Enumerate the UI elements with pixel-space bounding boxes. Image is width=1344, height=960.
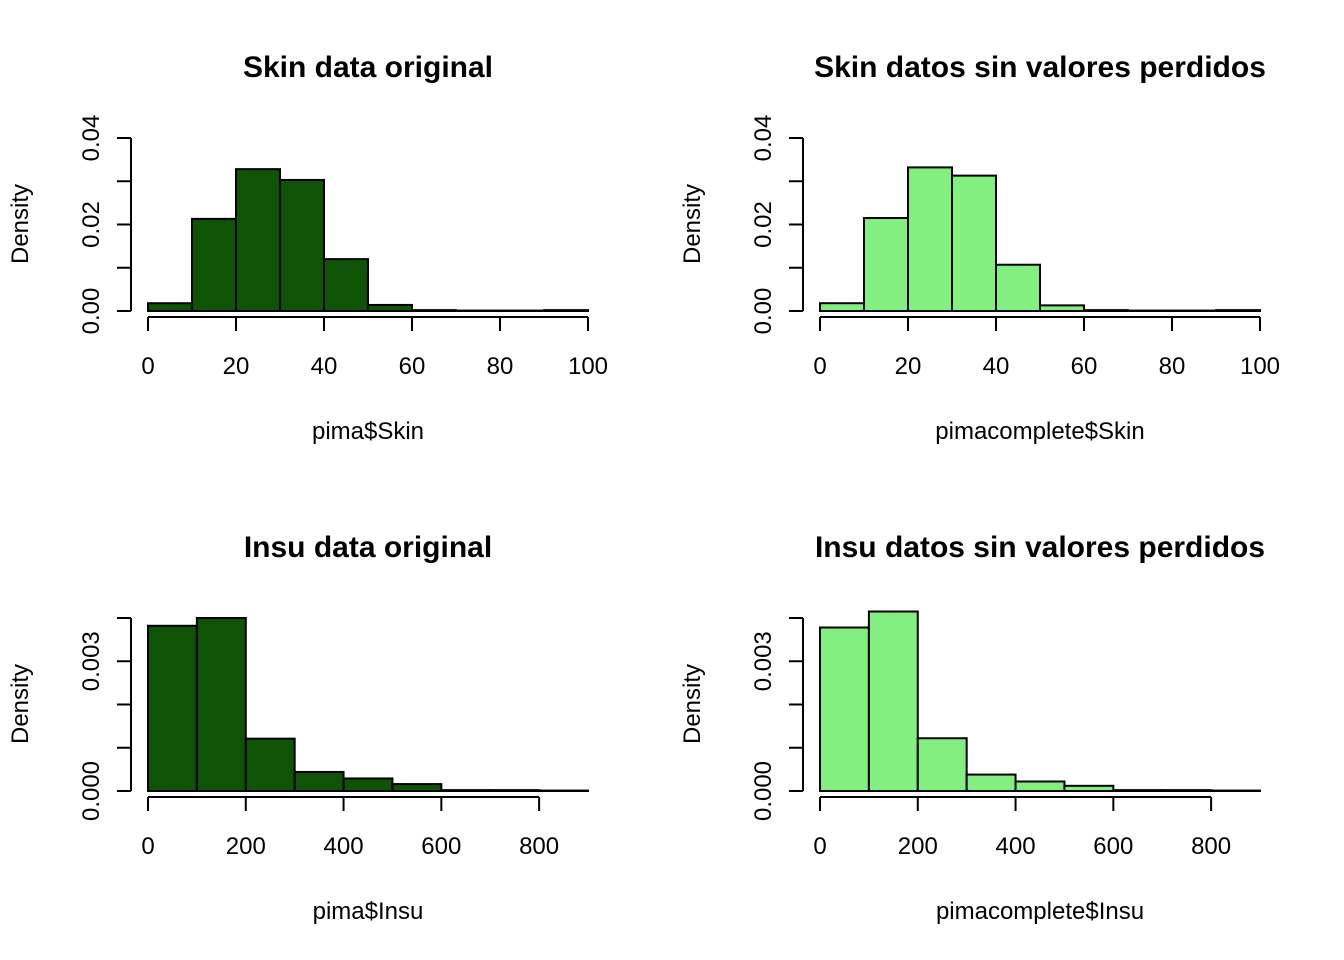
y-tick-label: 0.04: [750, 115, 777, 162]
histogram-bar: [867, 610, 919, 793]
x-tick-label: 400: [996, 833, 1036, 860]
x-tick-label: 60: [399, 353, 426, 380]
histogram-bar: [244, 737, 296, 792]
x-tick-label: 100: [568, 353, 608, 380]
panel-insu-original: Insu data original pima$Insu Density 0 20…: [7, 531, 589, 925]
y-tick-label: 0.02: [750, 201, 777, 248]
histogram-bar: [342, 777, 394, 793]
histogram-bar: [411, 309, 457, 313]
histogram-bar: [191, 217, 237, 312]
x-tick-label: 800: [519, 833, 559, 860]
histogram-bar: [391, 783, 443, 793]
x-tick-label: 100: [1240, 353, 1280, 380]
histogram-bar: [147, 624, 198, 792]
histogram-bar: [279, 178, 325, 312]
histogram-bar: [293, 770, 345, 792]
y-tick-label: 0.000: [78, 761, 105, 821]
histogram-bar: [965, 773, 1017, 793]
histogram-bar: [1215, 309, 1261, 313]
histogram-bar: [995, 263, 1041, 313]
x-tick-label: 80: [487, 353, 514, 380]
panel-title: Insu data original: [244, 531, 492, 564]
x-tick-label: 600: [421, 833, 461, 860]
histogram-bar: [916, 737, 968, 792]
x-tick-label: 40: [983, 353, 1010, 380]
histogram-bar: [1161, 789, 1213, 793]
y-axis-label: Density: [7, 184, 34, 264]
x-tick-label: 20: [895, 353, 922, 380]
panel-skin-original: Skin data original pima$Skin Density 0 20…: [7, 51, 608, 445]
histogram-bar: [1083, 309, 1129, 313]
histogram-bar: [195, 617, 247, 792]
histogram-bar: [819, 302, 865, 312]
x-tick-label: 800: [1191, 833, 1231, 860]
histogram-bar: [1014, 780, 1066, 792]
x-tick-label: 40: [311, 353, 338, 380]
histogram-bar: [235, 168, 281, 312]
bars: [147, 617, 589, 793]
x-axis-label: pimacomplete$Insu: [936, 898, 1144, 925]
y-tick-label: 0.003: [750, 631, 777, 691]
histogram-bar: [1039, 304, 1085, 313]
histogram-bar: [1063, 784, 1115, 792]
x-tick-label: 0: [141, 833, 154, 860]
histogram-bar: [951, 174, 997, 312]
y-axis-label: Density: [679, 664, 706, 744]
y-tick-label: 0.000: [750, 761, 777, 821]
x-tick-label: 400: [324, 833, 364, 860]
histogram-bar: [819, 626, 870, 793]
panel-title: Insu datos sin valores perdidos: [815, 531, 1265, 564]
x-tick-label: 0: [813, 833, 826, 860]
x-tick-label: 80: [1159, 353, 1186, 380]
histogram-bar: [1112, 789, 1164, 793]
y-tick-label: 0.00: [78, 288, 105, 335]
histogram-bar: [489, 789, 541, 793]
histogram-bar: [907, 166, 953, 312]
x-tick-label: 0: [141, 353, 154, 380]
x-tick-label: 0: [813, 353, 826, 380]
histogram-bar: [863, 217, 909, 312]
panel-skin-complete: Skin datos sin valores perdidos pimacomp…: [679, 51, 1280, 445]
bars: [147, 168, 589, 313]
histogram-bar: [543, 309, 589, 313]
y-axis-label: Density: [7, 664, 34, 744]
x-tick-label: 600: [1093, 833, 1133, 860]
bars: [819, 166, 1261, 313]
x-axis-label: pima$Skin: [312, 418, 424, 445]
panel-title: Skin datos sin valores perdidos: [814, 51, 1266, 84]
y-tick-label: 0.04: [78, 115, 105, 162]
y-tick-label: 0.00: [750, 288, 777, 335]
histogram-bar: [440, 789, 492, 793]
histogram-bar: [367, 303, 413, 313]
x-tick-label: 200: [898, 833, 938, 860]
y-tick-label: 0.02: [78, 201, 105, 248]
panel-title: Skin data original: [243, 51, 493, 84]
histogram-bar: [147, 302, 193, 312]
panel-insu-complete: Insu datos sin valores perdidos pimacomp…: [679, 531, 1265, 925]
y-axis-label: Density: [679, 184, 706, 264]
x-tick-label: 200: [226, 833, 266, 860]
x-tick-label: 20: [223, 353, 250, 380]
y-tick-label: 0.003: [78, 631, 105, 691]
x-axis-label: pimacomplete$Skin: [935, 418, 1144, 445]
x-tick-label: 60: [1071, 353, 1098, 380]
x-axis-label: pima$Insu: [313, 898, 424, 925]
bars: [819, 610, 1261, 793]
histogram-bar: [323, 258, 369, 313]
